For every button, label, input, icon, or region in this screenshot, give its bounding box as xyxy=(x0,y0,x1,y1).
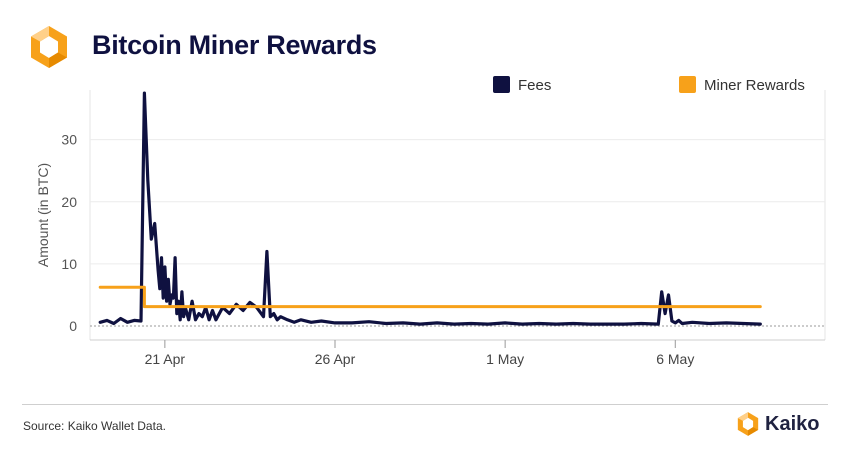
kaiko-hexagon-icon xyxy=(737,412,759,436)
chart-gridlines xyxy=(89,90,826,341)
legend-label-miner-rewards: Miner Rewards xyxy=(704,77,805,94)
x-tick-label: 26 Apr xyxy=(315,351,356,367)
y-tick-label: 10 xyxy=(61,256,77,272)
source-note: Source: Kaiko Wallet Data. xyxy=(23,419,166,433)
legend-swatch-miner-rewards xyxy=(679,76,696,93)
x-tick-label: 21 Apr xyxy=(145,351,186,367)
x-tick-label: 1 May xyxy=(486,351,524,367)
chart-series xyxy=(98,91,762,326)
y-axis-ticks: 0 10 20 30 xyxy=(61,132,77,334)
brand-mark: Kaiko xyxy=(735,409,835,439)
y-axis-label: Amount (in BTC) xyxy=(35,163,51,267)
chart-legend: Fees Miner Rewards xyxy=(493,76,805,94)
legend-swatch-fees xyxy=(493,76,510,93)
x-tick-label: 6 May xyxy=(656,351,694,367)
kaiko-logo-icon xyxy=(31,26,67,68)
chart-title: Bitcoin Miner Rewards xyxy=(92,30,377,60)
y-tick-label: 0 xyxy=(69,318,77,334)
legend-label-fees: Fees xyxy=(518,77,551,94)
chart: 0 10 20 30 21 Apr 26 Apr 1 May 6 May Amount (i… xyxy=(35,76,826,367)
series-line-fees xyxy=(98,91,762,326)
x-axis-ticks: 21 Apr 26 Apr 1 May 6 May xyxy=(145,340,694,367)
series-line-miner-rewards xyxy=(98,285,762,309)
brand-name: Kaiko xyxy=(765,413,820,435)
footer-divider xyxy=(22,404,828,405)
y-tick-label: 20 xyxy=(61,194,77,210)
y-tick-label: 30 xyxy=(61,132,77,148)
